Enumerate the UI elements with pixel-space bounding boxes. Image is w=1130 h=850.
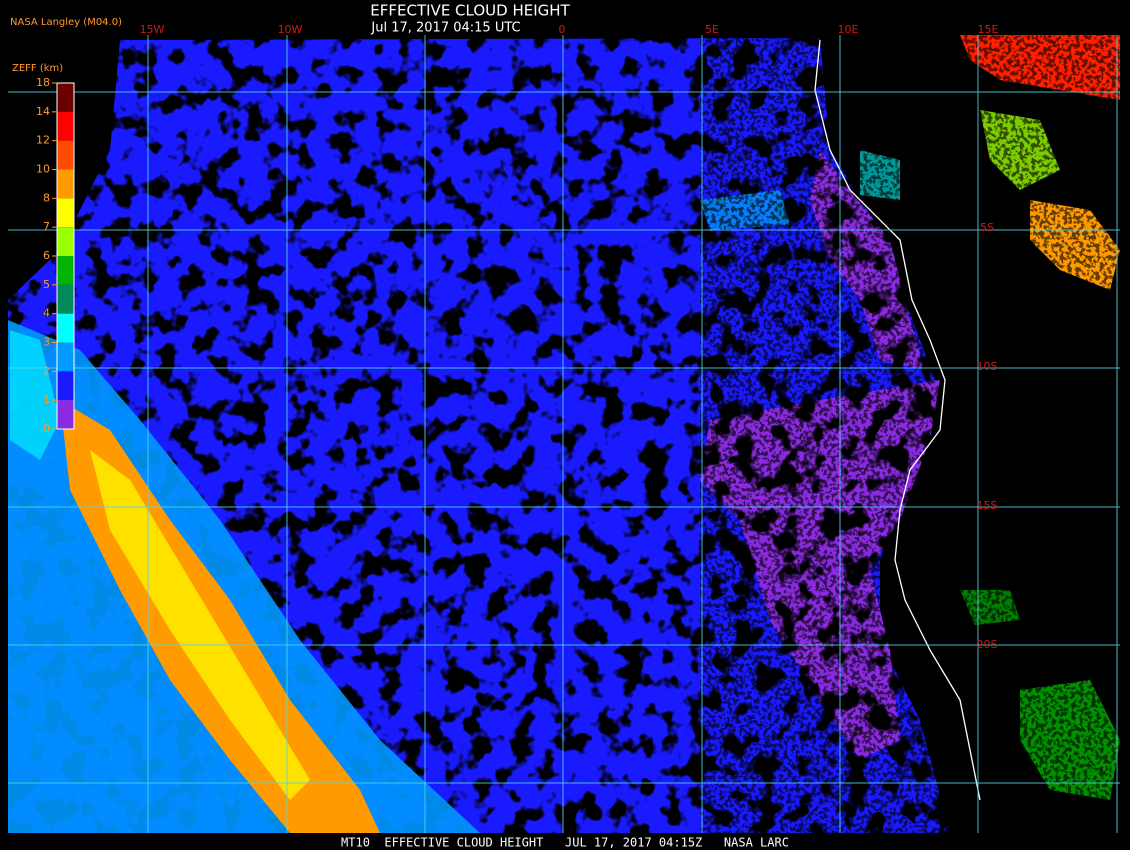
legend-tick-label: 2 — [43, 364, 50, 377]
footer: MT10 EFFECTIVE CLOUD HEIGHT JUL 17, 2017… — [341, 836, 789, 850]
coastline — [814, 39, 981, 801]
noise — [700, 35, 1120, 833]
legend-tick-label: 10 — [36, 163, 50, 176]
latitude-label: 10S — [977, 360, 998, 373]
legend-band — [57, 169, 74, 199]
legend-band — [57, 198, 74, 228]
legend-tick-label: 14 — [36, 105, 50, 118]
legend-tick-label: 7 — [43, 220, 50, 233]
legend-tick-label: 4 — [43, 307, 50, 320]
legend-title: ZEFF (km) — [12, 63, 63, 74]
latitude-label: 5S — [980, 221, 994, 234]
longitude-label: 15W — [140, 23, 165, 36]
latitude-label: 15S — [977, 499, 998, 512]
legend-band — [57, 256, 74, 285]
subtitle: Jul 17, 2017 04:15 UTC — [370, 21, 520, 36]
legend-tick-label: 5 — [43, 278, 50, 291]
cloud-high — [10, 330, 60, 460]
cloud-mid — [8, 320, 480, 833]
legend-tick-label: 6 — [43, 249, 50, 262]
imagery — [8, 35, 1120, 833]
legend-band — [57, 140, 74, 170]
legend-band — [57, 83, 74, 112]
longitude-label: 10W — [278, 23, 303, 36]
cloud-high — [90, 450, 310, 800]
longitude-label: 5E — [705, 23, 719, 36]
legend-band — [57, 371, 74, 401]
legend-band — [57, 284, 74, 314]
longitude-label: 0 — [559, 23, 566, 36]
graticule: 15W 10W 0 5E 10E 15E 5S 10S 15S 20S — [8, 23, 1120, 833]
legend-band — [57, 227, 74, 256]
longitude-label: 15E — [978, 23, 999, 36]
legend-band — [57, 313, 74, 343]
legend-band — [57, 111, 74, 141]
longitude-label: 10E — [838, 23, 859, 36]
legend-tick-label: 12 — [36, 134, 50, 147]
latitude-label: 20S — [977, 638, 998, 651]
legend-tick-label: 8 — [43, 191, 50, 204]
legend-tick-label: 0 — [43, 422, 50, 435]
legend-tick-label: 3 — [43, 336, 50, 349]
legend-band — [57, 400, 74, 429]
legend-tick-label: 1 — [43, 393, 50, 406]
legend-tick-label: 18 — [36, 76, 50, 89]
legend-band — [57, 342, 74, 372]
title: EFFECTIVE CLOUD HEIGHT — [370, 2, 570, 20]
source: NASA Langley (M04.0) — [10, 17, 122, 28]
